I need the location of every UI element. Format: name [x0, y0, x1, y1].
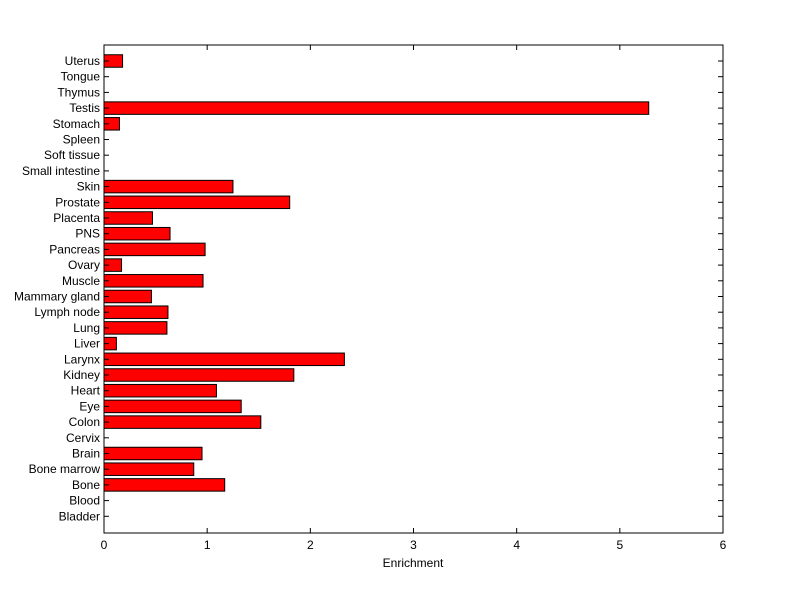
x-axis-title: Enrichment [383, 556, 444, 570]
bar-kidney [103, 368, 295, 382]
y-tick-label: Eye [79, 399, 100, 413]
x-tick-label: 1 [204, 538, 211, 552]
y-tick-label: Thymus [57, 85, 100, 99]
bar-eye [103, 399, 242, 414]
x-tick-label: 4 [513, 538, 520, 552]
x-tick-label: 3 [410, 538, 417, 552]
y-tick-label: Bladder [59, 509, 100, 523]
y-tick-label: Larynx [64, 352, 100, 366]
y-tick-label: Spleen [63, 133, 100, 147]
bar-bone-marrow [103, 462, 195, 476]
y-tick-label: Small intestine [22, 164, 100, 178]
y-tick-label: Muscle [62, 274, 100, 288]
bar-brain [103, 446, 203, 461]
bar-lymph-node [103, 305, 169, 319]
x-tick-label: 0 [101, 538, 108, 552]
bar-pancreas [103, 242, 206, 257]
ticks-layer [103, 45, 724, 533]
y-tick-label: Liver [74, 337, 100, 351]
y-tick-label: Stomach [53, 117, 100, 131]
bars-layer [103, 54, 650, 492]
bar-pns [103, 226, 171, 241]
bar-testis [103, 101, 650, 115]
y-tick-label: Pancreas [49, 242, 100, 256]
y-tick-label: Testis [69, 101, 100, 115]
y-tick-label: Skin [77, 180, 100, 194]
y-tick-label: Brain [72, 447, 100, 461]
bar-skin [103, 179, 234, 194]
y-tick-label: Blood [69, 494, 100, 508]
x-tick-labels: 0 1 2 3 4 5 6 [101, 538, 727, 552]
y-tick-label: Prostate [55, 195, 100, 209]
x-tick-label: 2 [307, 538, 314, 552]
y-tick-label: Colon [69, 415, 100, 429]
x-tick-label: 6 [720, 538, 727, 552]
y-tick-label: Lymph node [34, 305, 100, 319]
x-tick-label: 5 [616, 538, 623, 552]
y-tick-label: Mammary gland [14, 290, 100, 304]
y-tick-label: Placenta [53, 211, 100, 225]
bar-colon [103, 415, 262, 429]
y-tick-label: Bone marrow [29, 462, 101, 476]
y-tick-label: Kidney [63, 368, 100, 382]
y-tick-label: Ovary [68, 258, 100, 272]
y-tick-label: Heart [71, 384, 101, 398]
y-tick-label: PNS [75, 227, 100, 241]
bar-prostate [103, 195, 291, 210]
bar-placenta [103, 211, 153, 225]
y-tick-label: Tongue [61, 70, 101, 84]
bar-muscle [103, 274, 204, 288]
y-tick-label: Cervix [66, 431, 100, 445]
y-tick-label: Lung [73, 321, 100, 335]
bar-lung [103, 321, 168, 335]
bar-larynx [103, 352, 345, 367]
bar-heart [103, 383, 217, 398]
y-tick-label: Uterus [65, 54, 100, 68]
bar-mammary-gland [103, 289, 152, 304]
bar-bone [103, 478, 226, 492]
y-tick-label: Soft tissue [44, 148, 100, 162]
y-tick-label: Bone [72, 478, 100, 492]
